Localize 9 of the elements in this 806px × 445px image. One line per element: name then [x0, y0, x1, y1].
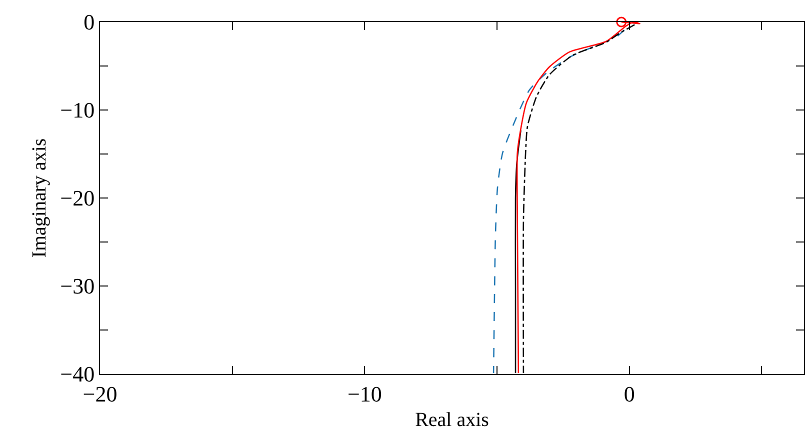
- y-tick-label: −30: [60, 274, 95, 299]
- y-axis-title: Imaginary axis: [28, 138, 51, 258]
- x-tick-label: 0: [624, 381, 635, 406]
- x-tick-label: −10: [347, 381, 382, 406]
- x-axis-title: Real axis: [415, 408, 490, 431]
- y-tick-label: 0: [84, 10, 95, 35]
- y-tick-label: −20: [60, 186, 95, 211]
- y-tick-label: −10: [60, 98, 95, 123]
- line-series: [492, 29, 625, 374]
